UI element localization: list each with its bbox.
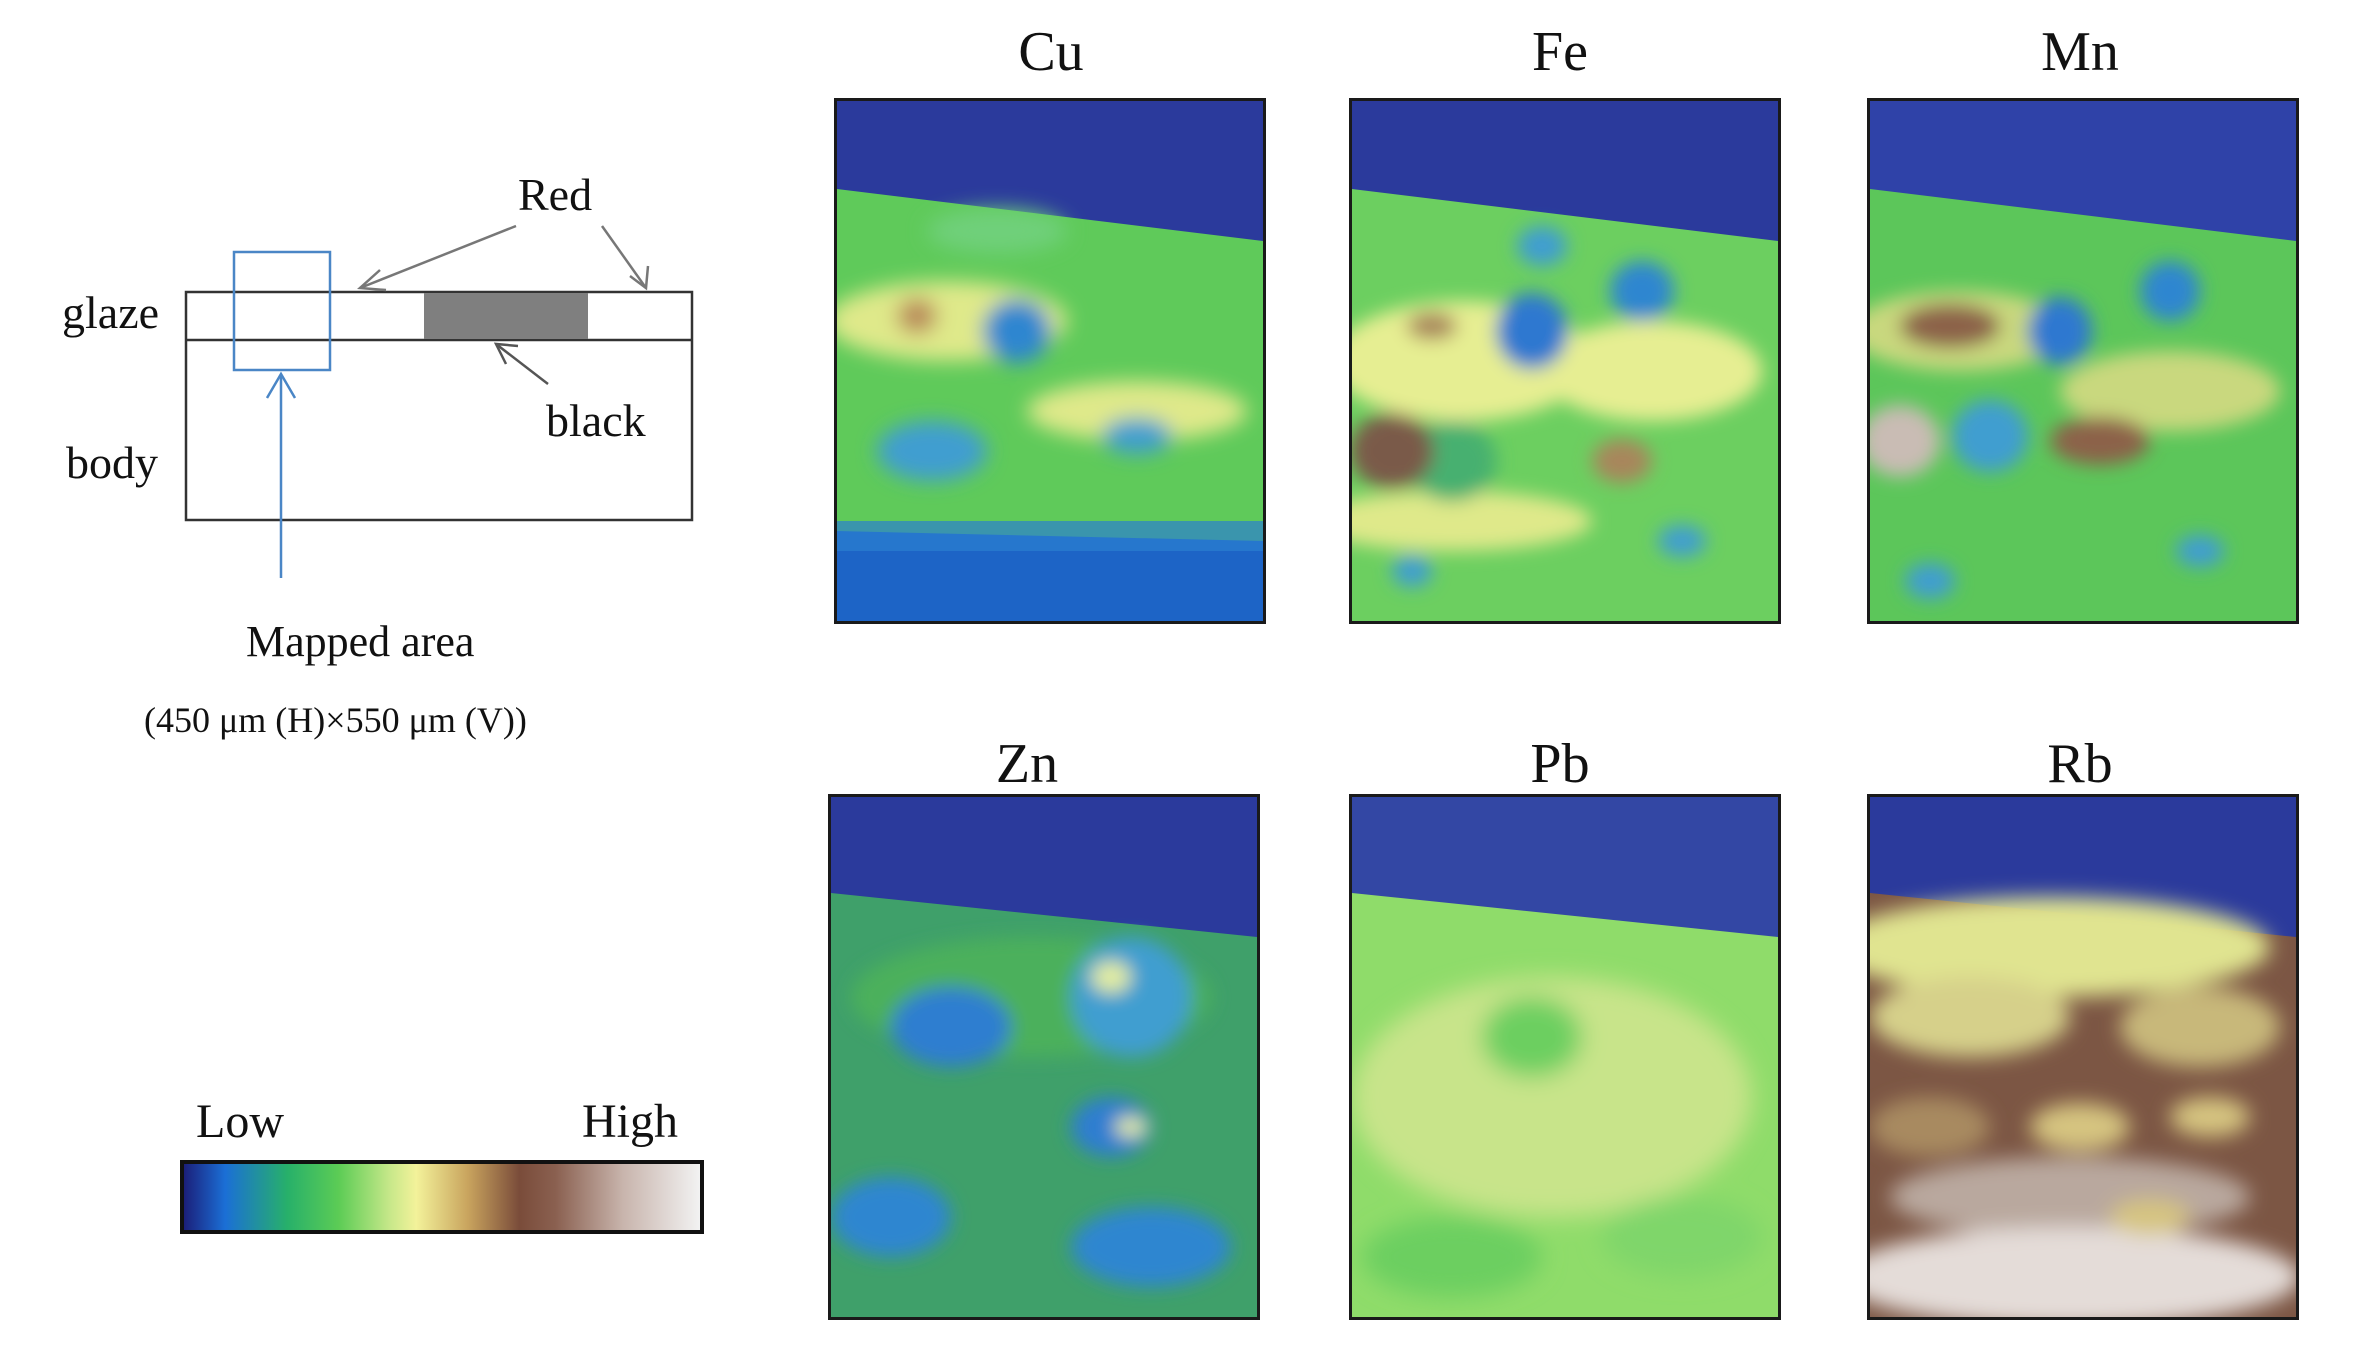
map-cu [834,98,1266,624]
map-title-mn: Mn [2041,21,2119,83]
map-title-cu: Cu [1018,21,1084,83]
label-glaze: glaze [62,287,160,338]
map-zn [828,794,1260,1320]
mapped-area-label: Mapped area [246,617,475,666]
red-arrow-right [600,225,648,289]
map-title-zn: Zn [995,733,1059,795]
legend-colorbar [180,1160,704,1234]
label-black: black [546,395,646,446]
black-region [424,293,588,339]
map-fe [1349,98,1781,624]
schematic-svg [184,224,694,578]
map-pb [1349,794,1781,1320]
black-arrow [495,343,549,385]
mapped-area-box [232,250,332,372]
red-arrow-left [359,224,517,290]
map-rb [1867,794,2299,1320]
map-title-rb: Rb [2047,733,2113,795]
map-mn [1867,98,2299,624]
legend-low-label: Low [196,1095,284,1148]
legend-high-label: High [582,1095,678,1148]
map-title-fe: Fe [1532,21,1588,83]
label-red: Red [518,169,593,220]
map-title-pb: Pb [1530,733,1590,795]
label-body: body [66,437,158,488]
mapped-area-size: (450 μm (H)×550 μm (V)) [144,700,527,740]
